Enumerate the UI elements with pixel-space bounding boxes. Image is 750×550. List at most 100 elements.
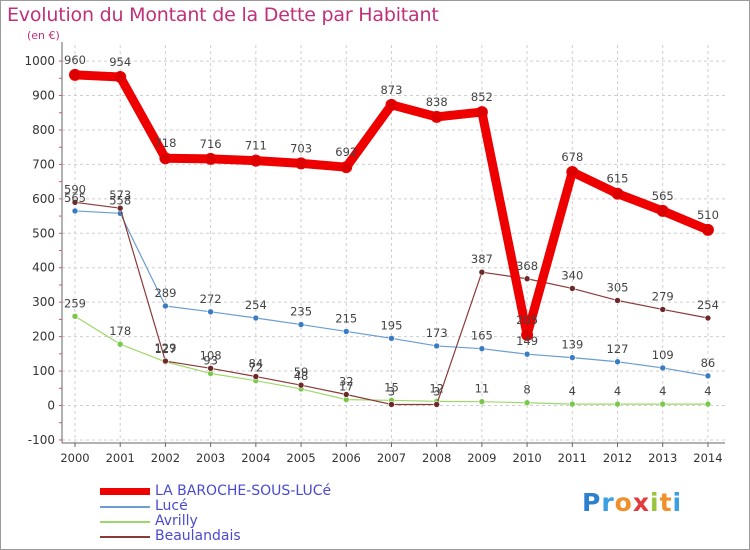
logo-letter: t — [659, 488, 673, 517]
proxiti-logo: Proxiti — [582, 488, 682, 517]
series-1-data-label: 127 — [607, 342, 629, 356]
series-0-point — [430, 110, 443, 123]
series-1-point — [342, 328, 350, 335]
series-1-point — [297, 321, 305, 328]
y-tick-label: 500 — [32, 226, 55, 240]
series-0-data-label: 703 — [290, 141, 312, 155]
series-3-data-label: 3 — [388, 384, 395, 398]
series-3-point — [342, 391, 350, 398]
x-tick-label: 2002 — [151, 451, 180, 465]
series-2-data-label: 127 — [154, 342, 176, 356]
series-1-data-label: 195 — [380, 318, 402, 332]
series-2-data-label: 72 — [249, 361, 264, 375]
series-3-data-label: 368 — [516, 259, 538, 273]
series-0-point — [249, 154, 262, 167]
series-3-data-label: 84 — [249, 357, 264, 371]
x-tick-label: 2011 — [558, 451, 587, 465]
series-3-data-label: 387 — [471, 252, 493, 266]
series-2-data-label: 15 — [384, 380, 399, 394]
series-2-data-label: 4 — [659, 384, 666, 398]
logo-letter: i — [672, 488, 683, 517]
series-2-data-label: 8 — [523, 383, 530, 397]
series-1-point — [252, 314, 260, 322]
chart-unit-label: (en €) — [27, 29, 60, 42]
x-tick-label: 2006 — [332, 451, 361, 465]
series-0-point — [475, 106, 488, 119]
x-tick-label: 2012 — [603, 451, 632, 465]
series-3-point — [523, 275, 531, 283]
series-3-data-label: 59 — [294, 365, 309, 379]
series-2-data-label: 11 — [475, 382, 490, 396]
x-tick-label: 2013 — [648, 451, 677, 465]
series-1-data-label: 235 — [290, 305, 312, 319]
series-2-data-label: 4 — [704, 384, 711, 398]
series-0-data-label: 716 — [200, 137, 222, 151]
series-3-point — [569, 285, 576, 292]
y-tick-label: 300 — [32, 295, 55, 309]
series-3-point — [614, 297, 621, 304]
series-3-point — [252, 373, 260, 380]
series-3-data-label: 32 — [339, 374, 354, 388]
y-tick-label: 800 — [32, 123, 55, 137]
series-2-point — [478, 398, 486, 406]
data-labels-layer: 960 954 718 716 711 703 692 873 838 852 205 678 615 5… — [64, 53, 719, 399]
series-0-point — [114, 70, 127, 83]
series-2-point — [523, 399, 531, 407]
series-1-data-label: 109 — [652, 348, 674, 362]
series-1-data-label: 215 — [335, 311, 357, 325]
logo-letter: o — [614, 488, 633, 517]
series-2-point — [659, 400, 667, 408]
y-tick-label: 1000 — [24, 54, 55, 68]
series-3-data-label: 3 — [433, 384, 440, 398]
series-3-point — [297, 381, 305, 389]
series-layer — [69, 68, 714, 408]
legend-swatch-luce — [100, 506, 150, 508]
series-0-point — [656, 204, 669, 217]
x-tick-label: 2008 — [422, 451, 451, 465]
series-1-data-label: 139 — [561, 338, 583, 352]
y-tick-label: 600 — [32, 192, 55, 206]
legend-item-luce: Lucé — [100, 498, 400, 514]
series-0-point — [340, 161, 353, 174]
series-1-data-label: 565 — [64, 191, 86, 205]
series-0-point — [69, 68, 81, 81]
series-1-point — [659, 364, 667, 372]
series-1-point — [523, 350, 531, 358]
series-1-point — [71, 207, 79, 215]
y-tick-label: 200 — [32, 330, 55, 344]
y-tick-label: 0 — [47, 399, 55, 413]
series-1-point — [478, 345, 486, 352]
logo-letter: i — [650, 488, 660, 517]
series-1-point — [388, 335, 395, 342]
series-1-point — [433, 342, 440, 350]
series-0-point — [295, 157, 308, 170]
series-1-data-label: 165 — [471, 329, 493, 343]
series-0-data-label: 510 — [697, 208, 719, 222]
series-3-data-label: 340 — [561, 268, 583, 282]
series-2-data-label: 93 — [203, 353, 218, 367]
legend-label-avrilly: Avrilly — [155, 513, 198, 529]
series-3-point — [659, 306, 667, 313]
x-tick-label: 2001 — [106, 451, 135, 465]
series-2-point — [71, 313, 79, 320]
legend-swatch-baroche — [100, 488, 150, 495]
series-0-data-label: 205 — [516, 313, 538, 327]
x-tick-label: 2003 — [196, 451, 225, 465]
series-3-point — [71, 199, 79, 206]
legend-label-luce: Lucé — [155, 498, 188, 514]
legend-label-baroche: LA BAROCHE-SOUS-LUCé — [155, 483, 332, 499]
y-tick-label: 700 — [32, 157, 55, 171]
series-0-data-label: 852 — [471, 90, 493, 104]
series-2-point — [614, 400, 621, 408]
series-3-point — [207, 365, 214, 372]
series-3-point — [162, 357, 169, 365]
chart-title: Evolution du Montant de la Dette par Hab… — [7, 4, 439, 26]
x-tick-label: 2005 — [286, 451, 315, 465]
series-1-data-label: 272 — [200, 292, 222, 306]
series-1-data-label: 254 — [245, 298, 267, 312]
series-3-data-label: 108 — [200, 348, 222, 362]
series-2-data-label: 178 — [109, 324, 131, 338]
series-0-point — [611, 187, 624, 200]
x-tick-label: 2010 — [512, 451, 541, 465]
series-2-data-label: 12 — [429, 381, 444, 395]
